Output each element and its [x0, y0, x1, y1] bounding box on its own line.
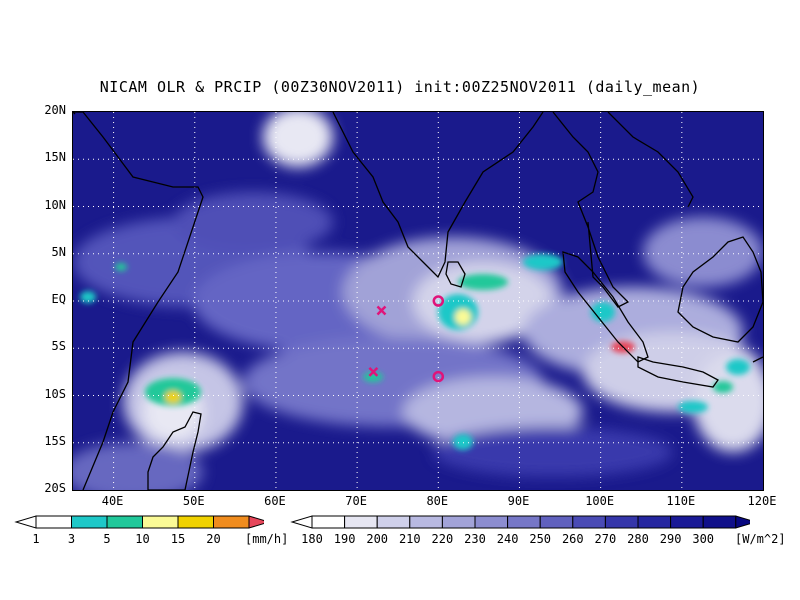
colorbar-label: 240	[496, 532, 519, 546]
x-tick-label: 40E	[101, 494, 124, 508]
colorbar-cell	[35, 515, 72, 529]
y-tick-label: 5S	[51, 339, 66, 354]
colorbar-arrow-right	[248, 515, 264, 529]
colorbar-cell	[106, 515, 143, 529]
precip-colorbar	[14, 515, 264, 529]
colorbar-label: 210	[398, 532, 421, 546]
colorbar-cell	[142, 515, 179, 529]
x-tick-label: 80E	[426, 494, 449, 508]
colorbar-arrow-right	[735, 515, 750, 529]
colorbar-cell	[539, 515, 574, 529]
colorbar-label: 250	[529, 532, 552, 546]
y-tick-label: EQ	[51, 292, 66, 306]
colorbar-arrow-left	[14, 515, 37, 529]
coastlines	[73, 112, 763, 490]
y-tick-label: 10N	[44, 197, 66, 212]
colorbar-cell	[71, 515, 108, 529]
markers	[368, 295, 445, 383]
olr-colorbar	[290, 515, 750, 529]
x-tick-label: 100E	[585, 494, 615, 508]
y-tick-label: 15S	[44, 433, 66, 448]
colorbar-label: 260	[561, 532, 584, 546]
colorbar-arrow-left	[290, 515, 313, 529]
colorbar-label: 10	[135, 532, 150, 546]
colorbar-cell	[409, 515, 443, 529]
colorbar-cell	[572, 515, 606, 529]
olr-precip-map	[72, 111, 764, 491]
x-tick-label: 110E	[666, 494, 696, 508]
colorbar-label: 270	[594, 532, 617, 546]
colorbar-label: 220	[431, 532, 454, 546]
colorbar-label: 230	[464, 532, 486, 546]
grid-lines	[73, 112, 763, 490]
colorbar-cell	[702, 515, 737, 529]
colorbar-label: 290	[659, 532, 682, 546]
x-tick-label: 120E	[747, 494, 777, 508]
x-marker	[368, 366, 379, 377]
map-canvas	[73, 112, 763, 490]
x-tick-label: 70E	[345, 494, 367, 508]
x-tick-label: 60E	[264, 494, 286, 508]
olr-field	[73, 112, 763, 490]
precip-field	[80, 254, 750, 450]
y-tick-label: 15N	[44, 150, 66, 165]
y-tick-label: 5N	[51, 244, 66, 259]
colorbar-label: 280	[627, 532, 649, 546]
colorbar-cell	[376, 515, 411, 529]
circle-marker	[432, 295, 445, 307]
colorbar-cell	[474, 515, 509, 529]
colorbar-label: 200	[366, 532, 389, 546]
colorbar-label: 300	[692, 532, 715, 546]
y-tick-label: 20N	[44, 103, 66, 117]
colorbar-cell	[670, 515, 704, 529]
colorbar-label: 3	[67, 532, 76, 546]
olr-unit: [W/m^2]	[735, 532, 786, 546]
colorbar-cell	[507, 515, 541, 529]
circle-marker	[432, 370, 445, 383]
colorbar-cell	[213, 515, 250, 529]
colorbar-cell	[311, 515, 346, 529]
colorbar-cell	[344, 515, 378, 529]
map-title: NICAM OLR & PRCIP (00Z30NOV2011) init:00…	[99, 78, 701, 96]
x-tick-label: 90E	[507, 494, 530, 508]
colorbar-cell	[441, 515, 476, 529]
colorbar-label: 180	[301, 532, 323, 546]
colorbar-cell	[637, 515, 672, 529]
x-marker	[376, 305, 387, 316]
colorbar-label: 5	[103, 532, 111, 546]
colorbar-cell	[177, 515, 214, 529]
colorbar-label: 15	[170, 532, 186, 546]
colorbar-label: 190	[333, 532, 356, 546]
colorbar-label: 1	[32, 532, 40, 546]
precip-unit: [mm/h]	[245, 532, 289, 546]
y-tick-label: 10S	[44, 386, 66, 401]
colorbar-label: 20	[206, 532, 221, 546]
x-tick-label: 50E	[182, 494, 205, 508]
colorbar-cell	[604, 515, 639, 529]
y-tick-label: 20S	[44, 481, 66, 495]
